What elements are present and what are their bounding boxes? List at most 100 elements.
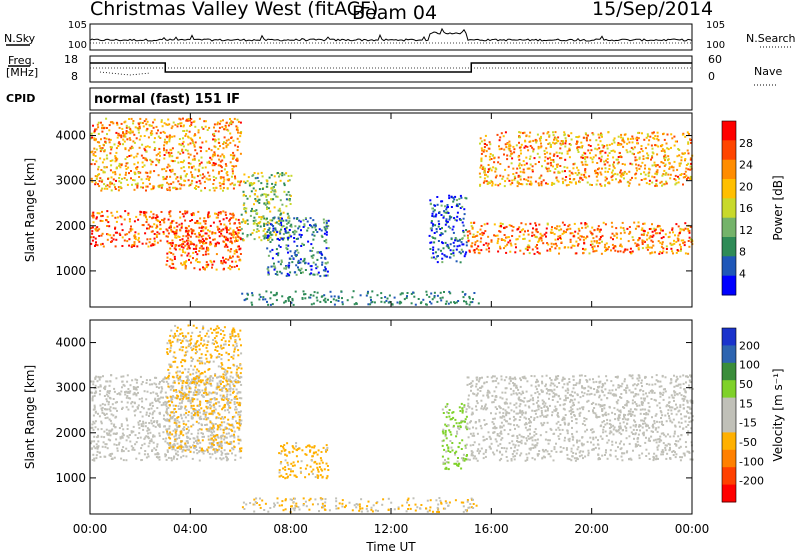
cell	[130, 402, 133, 405]
cell	[116, 393, 119, 395]
cell	[93, 131, 96, 134]
cell	[212, 169, 215, 172]
cell	[150, 244, 153, 247]
cell	[454, 302, 456, 305]
cell	[574, 181, 577, 184]
cell	[165, 419, 168, 422]
cell	[473, 251, 476, 254]
cell	[510, 224, 513, 227]
freq-panel-frame	[89, 55, 693, 83]
cell	[216, 154, 219, 157]
cell	[614, 245, 617, 248]
cell	[284, 300, 287, 303]
cell	[127, 450, 130, 452]
cell	[198, 261, 201, 264]
cell	[180, 405, 183, 408]
cell	[185, 387, 188, 390]
cell	[606, 161, 609, 164]
cell	[166, 449, 169, 452]
cell	[198, 411, 201, 414]
cell	[198, 459, 201, 462]
cell	[153, 141, 156, 144]
cell	[430, 256, 433, 259]
cell	[133, 133, 136, 136]
cell	[631, 141, 634, 144]
cell	[92, 124, 94, 127]
cell	[628, 182, 631, 185]
cell	[213, 189, 216, 192]
cell	[223, 136, 226, 139]
cell	[117, 189, 120, 192]
cell	[314, 223, 317, 226]
cell	[520, 229, 523, 232]
cell	[146, 238, 149, 241]
cell	[458, 197, 461, 200]
cell	[230, 248, 233, 251]
cell	[142, 428, 145, 431]
cell	[212, 162, 215, 164]
cell	[200, 235, 203, 238]
cell	[246, 180, 249, 183]
cell	[181, 213, 184, 215]
cell	[108, 129, 111, 132]
cell	[662, 183, 665, 186]
cell	[160, 119, 163, 122]
cell	[646, 234, 649, 237]
cell	[599, 236, 602, 238]
cell	[166, 442, 169, 445]
cell	[260, 216, 263, 218]
cell	[620, 175, 623, 178]
cell	[613, 137, 616, 140]
cell	[90, 380, 93, 383]
cell	[214, 346, 217, 349]
cell	[555, 227, 558, 230]
cell	[168, 419, 171, 422]
cell	[169, 346, 172, 349]
cell	[232, 391, 234, 394]
cell	[181, 332, 184, 335]
cell	[685, 178, 688, 181]
cell	[208, 189, 211, 192]
cell	[540, 174, 543, 177]
cell	[445, 245, 448, 248]
cell	[225, 244, 228, 247]
cell	[184, 442, 187, 445]
cell	[113, 183, 116, 186]
cell	[681, 228, 684, 231]
cell	[214, 245, 217, 248]
cell	[116, 216, 119, 219]
cell	[608, 152, 611, 154]
cell	[174, 421, 177, 424]
cell	[146, 159, 148, 162]
cell	[324, 269, 327, 272]
cell	[470, 225, 473, 228]
cell	[237, 256, 240, 258]
cell	[251, 303, 254, 306]
cell	[261, 175, 264, 178]
cell	[218, 444, 221, 447]
cell	[496, 240, 499, 243]
cell	[155, 400, 157, 403]
cell	[459, 261, 462, 264]
cell	[199, 182, 202, 185]
cell	[190, 432, 193, 435]
cell	[141, 381, 144, 383]
cell	[138, 127, 141, 130]
cell	[621, 221, 624, 224]
cell	[96, 244, 99, 247]
cell	[680, 248, 682, 251]
cell	[116, 136, 119, 139]
cell	[193, 447, 196, 450]
cell	[233, 380, 236, 383]
cell	[216, 384, 219, 387]
cell	[214, 398, 217, 401]
cell	[203, 382, 206, 385]
cell	[233, 430, 236, 433]
cell	[219, 212, 222, 215]
cell	[275, 291, 278, 294]
cell	[199, 391, 201, 394]
cell	[149, 238, 152, 241]
cell	[648, 237, 651, 240]
cell	[244, 220, 247, 223]
cell	[91, 397, 94, 400]
